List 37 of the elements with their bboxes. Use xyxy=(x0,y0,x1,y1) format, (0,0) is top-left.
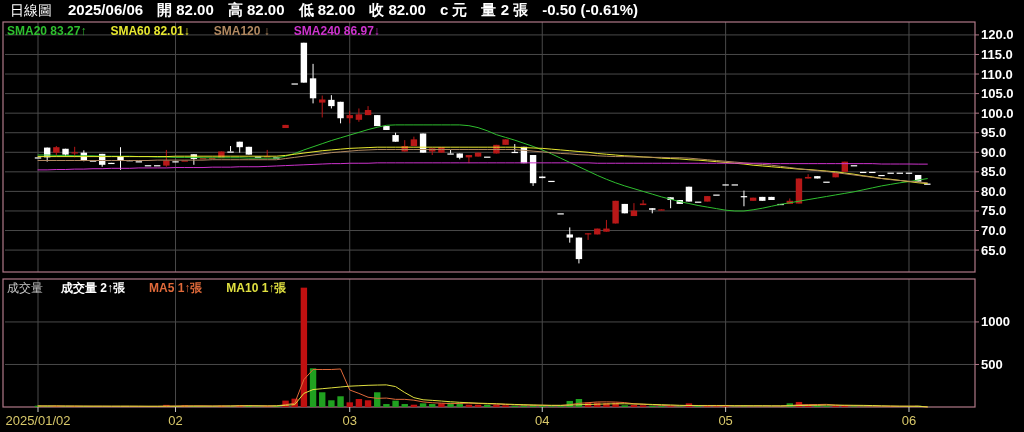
text: 量 2 張 xyxy=(480,1,530,18)
x-tick-label: 04 xyxy=(535,413,550,428)
text: 低 82.00 xyxy=(297,1,356,18)
y-tick-label: 120.0 xyxy=(981,27,1014,43)
x-tick-label: 03 xyxy=(342,413,357,428)
x-tick-label: 05 xyxy=(718,413,733,428)
y-tick-label: 105.0 xyxy=(981,86,1014,102)
text: MA10 1↑張 xyxy=(226,281,288,295)
text: c 元 xyxy=(439,1,468,18)
y-tick-label: 110.0 xyxy=(981,66,1013,82)
y-tick-label: 70.0 xyxy=(981,223,1007,239)
y-tick-label: 75.0 xyxy=(981,203,1007,219)
y-tick-label: 500 xyxy=(981,356,1003,372)
y-tick-label: 80.0 xyxy=(981,183,1007,199)
text: SMA20 83.27↑ xyxy=(7,24,87,38)
chart-title: 成交量 xyxy=(7,281,43,295)
y-tick-label: 65.0 xyxy=(981,242,1007,258)
y-tick-label: 1000 xyxy=(981,314,1010,330)
annotation: 成交量 2↑張 xyxy=(60,281,127,295)
y-tick-label: 95.0 xyxy=(981,125,1007,141)
y-tick-label: 115.0 xyxy=(981,46,1013,62)
y-tick-label: 100.0 xyxy=(981,105,1014,121)
text: 高 82.00 xyxy=(227,1,285,18)
y-tick-label: 85.0 xyxy=(981,164,1007,180)
text: 開 82.00 xyxy=(157,1,214,18)
text: SMA240 86.97↓ xyxy=(293,24,380,38)
x-tick-label: 02 xyxy=(168,413,183,428)
y-tick-label: 90.0 xyxy=(981,144,1007,160)
text: SMA120 ↓ xyxy=(213,24,270,38)
text: MA5 1↑張 xyxy=(149,281,204,295)
text: 2025/06/06 xyxy=(68,1,144,18)
text: 收 82.00 xyxy=(369,1,426,18)
chart-title: 日線圖 xyxy=(10,2,52,18)
text: SMA60 82.01↓ xyxy=(110,24,190,38)
x-tick-label: 06 xyxy=(901,413,917,428)
text: -0.50 (-0.61%) xyxy=(542,1,639,18)
x-tick-label: 2025/01/02 xyxy=(5,413,71,428)
